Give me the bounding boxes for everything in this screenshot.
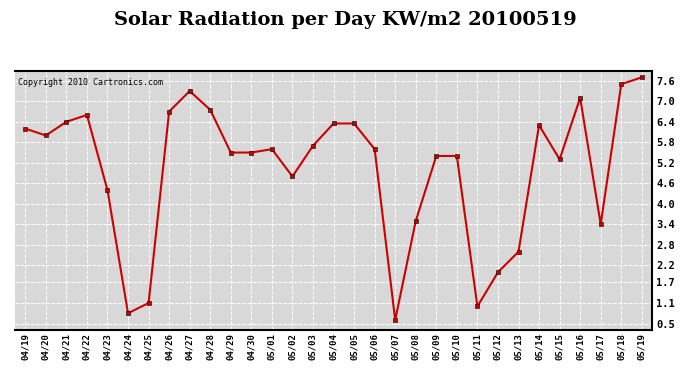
Text: Copyright 2010 Cartronics.com: Copyright 2010 Cartronics.com <box>18 78 164 87</box>
Text: Solar Radiation per Day KW/m2 20100519: Solar Radiation per Day KW/m2 20100519 <box>114 11 576 29</box>
